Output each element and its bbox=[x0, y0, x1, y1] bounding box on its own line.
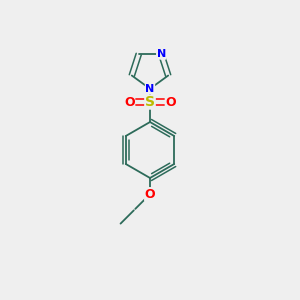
Text: O: O bbox=[124, 95, 135, 109]
Text: O: O bbox=[165, 95, 176, 109]
Text: N: N bbox=[146, 84, 154, 94]
Text: N: N bbox=[157, 49, 166, 59]
Text: O: O bbox=[145, 188, 155, 201]
Text: S: S bbox=[145, 95, 155, 109]
